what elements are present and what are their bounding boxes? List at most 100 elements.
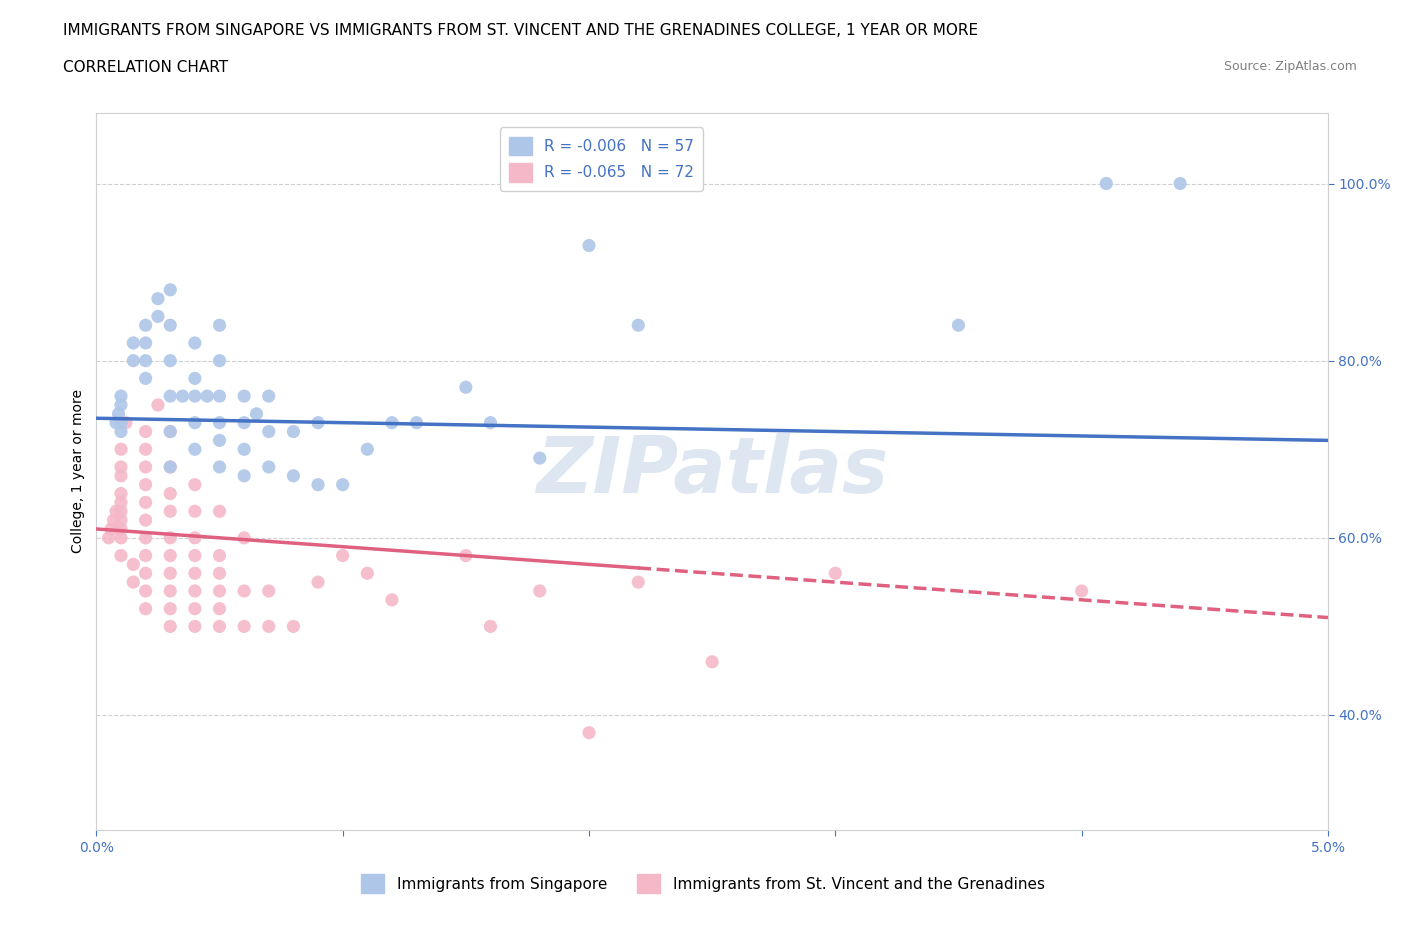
Point [184,565,207,580]
Point [110,486,132,501]
Point [627,575,650,590]
Point [184,415,207,430]
Point [110,389,132,404]
Point [184,583,207,598]
Point [159,583,181,598]
Point [135,336,157,351]
Point [208,433,231,448]
Point [110,522,132,537]
Point [146,309,169,324]
Point [100,522,122,537]
Point [110,397,132,412]
Point [159,459,181,474]
Point [159,486,181,501]
Point [135,318,157,333]
Point [135,530,157,545]
Point [356,442,378,457]
Point [110,415,132,430]
Point [257,389,280,404]
Point [110,530,132,545]
Point [184,389,207,404]
Point [105,415,128,430]
Point [135,548,157,563]
Point [1095,176,1118,191]
Point [159,459,181,474]
Point [208,619,231,634]
Point [184,602,207,617]
Point [208,318,231,333]
Point [135,477,157,492]
Point [529,451,551,466]
Point [110,469,132,484]
Point [159,504,181,519]
Point [110,459,132,474]
Point [233,442,256,457]
Point [103,512,125,527]
Point [479,415,502,430]
Point [529,583,551,598]
Point [233,619,256,634]
Point [159,619,181,634]
Point [195,389,218,404]
Point [578,725,600,740]
Point [208,353,231,368]
Point [184,442,207,457]
Point [184,504,207,519]
Point [135,459,157,474]
Point [122,575,145,590]
Legend: Immigrants from Singapore, Immigrants from St. Vincent and the Grenadines: Immigrants from Singapore, Immigrants fr… [356,869,1050,899]
Point [135,583,157,598]
Point [1168,176,1191,191]
Text: Source: ZipAtlas.com: Source: ZipAtlas.com [1223,60,1357,73]
Point [159,530,181,545]
Point [257,459,280,474]
Point [233,469,256,484]
Point [208,583,231,598]
Point [381,415,404,430]
Point [135,565,157,580]
Point [184,619,207,634]
Point [146,291,169,306]
Point [122,336,145,351]
Point [135,602,157,617]
Point [233,389,256,404]
Point [824,565,846,580]
Point [233,583,256,598]
Text: IMMIGRANTS FROM SINGAPORE VS IMMIGRANTS FROM ST. VINCENT AND THE GRENADINES COLL: IMMIGRANTS FROM SINGAPORE VS IMMIGRANTS … [63,23,979,38]
Point [159,565,181,580]
Point [479,619,502,634]
Point [122,353,145,368]
Point [184,530,207,545]
Point [233,415,256,430]
Point [208,459,231,474]
Point [159,283,181,298]
Point [257,424,280,439]
Point [159,424,181,439]
Point [307,575,329,590]
Text: CORRELATION CHART: CORRELATION CHART [63,60,228,75]
Point [159,318,181,333]
Point [332,548,354,563]
Point [159,548,181,563]
Point [405,415,427,430]
Point [381,592,404,607]
Point [159,389,181,404]
Point [307,415,329,430]
Point [233,530,256,545]
Text: ZIPatlas: ZIPatlas [536,433,889,510]
Point [107,406,129,421]
Point [110,504,132,519]
Point [184,371,207,386]
Point [110,442,132,457]
Point [97,530,120,545]
Point [172,389,194,404]
Point [110,424,132,439]
Point [135,442,157,457]
Point [702,655,724,670]
Point [1070,583,1092,598]
Point [208,504,231,519]
Point [159,602,181,617]
Point [115,415,138,430]
Point [208,548,231,563]
Point [135,495,157,510]
